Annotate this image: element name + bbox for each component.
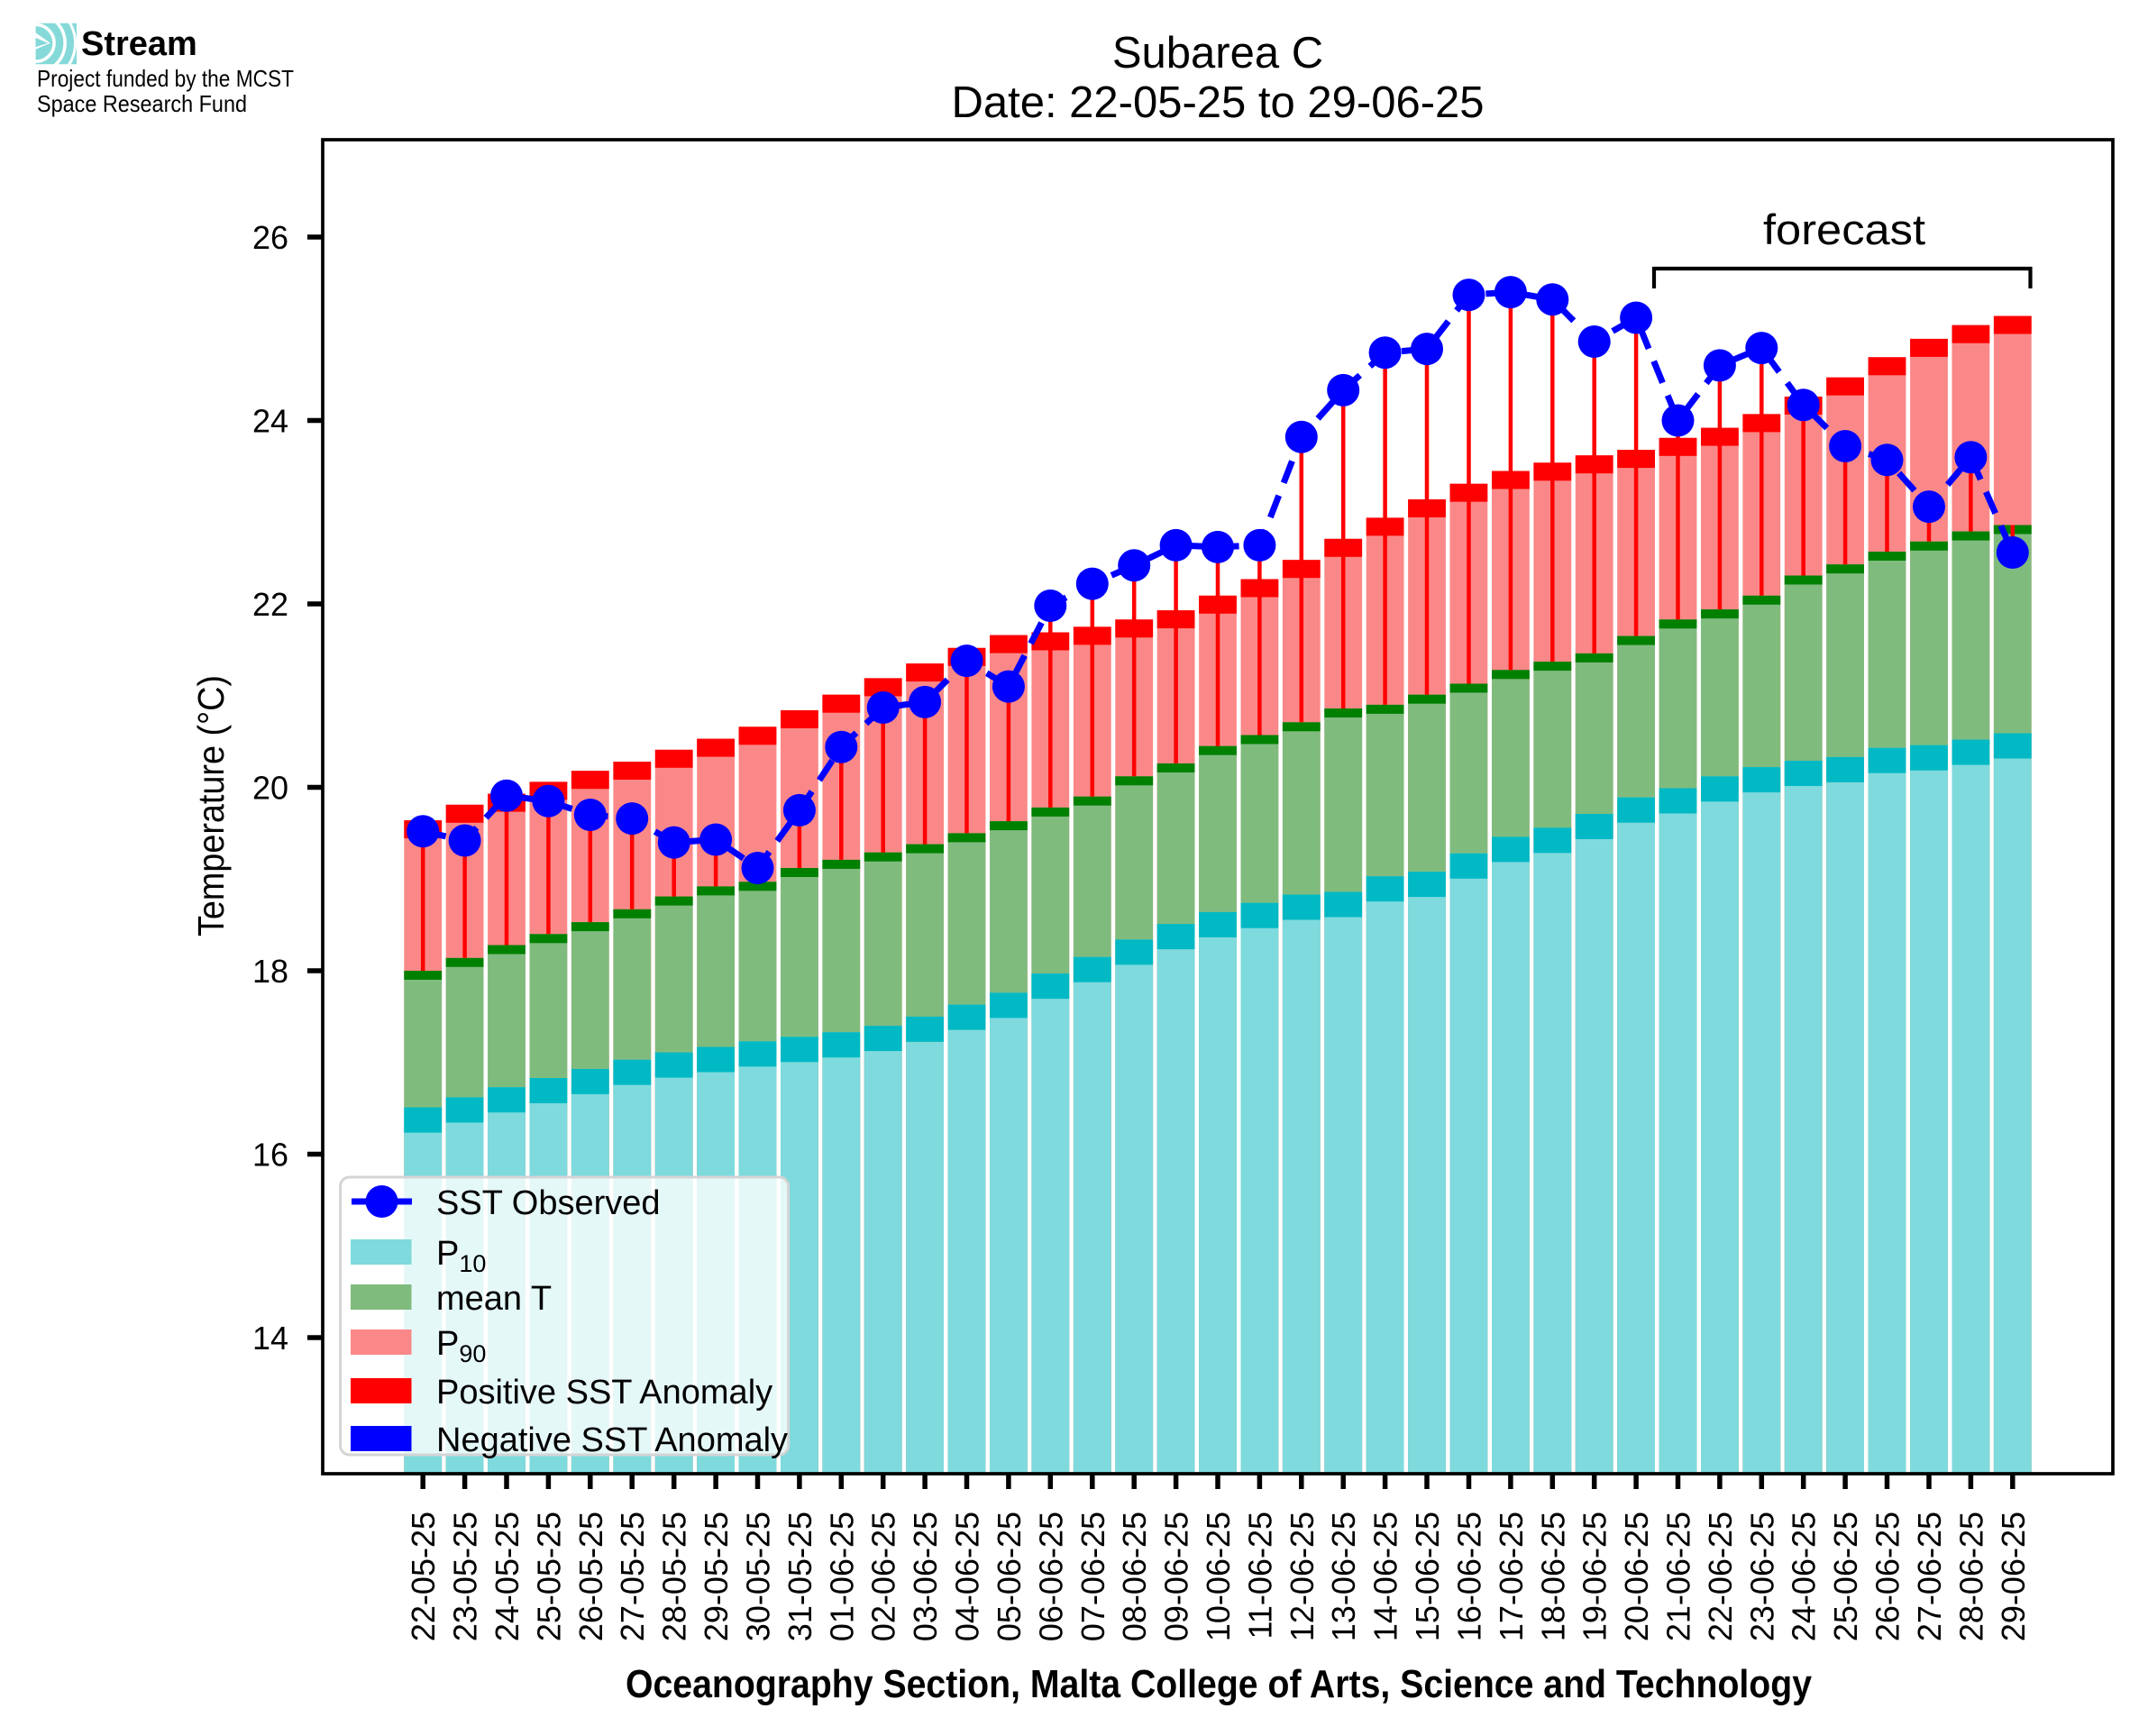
- svg-text:26-05-25: 26-05-25: [572, 1512, 609, 1641]
- svg-text:10-06-25: 10-06-25: [1200, 1512, 1237, 1641]
- svg-text:20: 20: [252, 770, 288, 807]
- svg-text:P90: P90: [436, 1325, 486, 1367]
- svg-text:Temperature (°C): Temperature (°C): [190, 675, 232, 937]
- svg-text:28-06-25: 28-06-25: [1952, 1512, 1989, 1641]
- svg-text:23-06-25: 23-06-25: [1743, 1512, 1780, 1641]
- svg-text:06-06-25: 06-06-25: [1032, 1512, 1069, 1641]
- svg-text:14-06-25: 14-06-25: [1367, 1512, 1404, 1641]
- svg-text:24-06-25: 24-06-25: [1786, 1512, 1823, 1641]
- svg-text:27-06-25: 27-06-25: [1911, 1512, 1948, 1641]
- svg-text:22-05-25: 22-05-25: [405, 1512, 442, 1641]
- svg-text:12-06-25: 12-06-25: [1284, 1512, 1321, 1641]
- svg-text:14: 14: [252, 1320, 288, 1357]
- svg-text:Date: 22-05-25 to 29-06-25: Date: 22-05-25 to 29-06-25: [951, 78, 1484, 127]
- svg-text:forecast: forecast: [1763, 206, 1925, 253]
- svg-text:Negative SST Anomaly: Negative SST Anomaly: [436, 1421, 788, 1459]
- svg-text:17-06-25: 17-06-25: [1493, 1512, 1530, 1641]
- svg-text:24-05-25: 24-05-25: [489, 1512, 526, 1641]
- svg-text:28-05-25: 28-05-25: [656, 1512, 693, 1641]
- svg-text:P10: P10: [436, 1235, 486, 1277]
- svg-text:24: 24: [252, 403, 288, 440]
- svg-text:13-06-25: 13-06-25: [1325, 1512, 1362, 1641]
- svg-text:18: 18: [252, 953, 288, 990]
- svg-text:Stream: Stream: [81, 25, 197, 63]
- svg-text:31-05-25: 31-05-25: [782, 1512, 818, 1641]
- svg-text:04-06-25: 04-06-25: [949, 1512, 986, 1641]
- svg-text:Space Research Fund: Space Research Fund: [37, 90, 247, 117]
- svg-text:SST Observed: SST Observed: [436, 1184, 661, 1222]
- svg-text:29-05-25: 29-05-25: [698, 1512, 735, 1641]
- svg-text:05-06-25: 05-06-25: [991, 1512, 1028, 1641]
- svg-text:Subarea C: Subarea C: [1112, 29, 1323, 78]
- svg-text:16: 16: [252, 1137, 288, 1174]
- svg-text:Oceanography Section, Malta Co: Oceanography Section, Malta College of A…: [626, 1662, 1812, 1706]
- svg-text:19-06-25: 19-06-25: [1577, 1512, 1613, 1641]
- svg-text:03-06-25: 03-06-25: [907, 1512, 944, 1641]
- svg-text:20-06-25: 20-06-25: [1618, 1512, 1655, 1641]
- svg-text:25-06-25: 25-06-25: [1827, 1512, 1864, 1641]
- svg-text:01-06-25: 01-06-25: [823, 1512, 860, 1641]
- svg-text:22: 22: [252, 586, 288, 623]
- svg-text:15-06-25: 15-06-25: [1409, 1512, 1446, 1641]
- svg-text:27-05-25: 27-05-25: [614, 1512, 651, 1641]
- svg-text:23-05-25: 23-05-25: [447, 1512, 484, 1641]
- svg-text:22-06-25: 22-06-25: [1702, 1512, 1739, 1641]
- svg-text:07-06-25: 07-06-25: [1074, 1512, 1111, 1641]
- svg-text:Positive SST Anomaly: Positive SST Anomaly: [436, 1374, 772, 1412]
- svg-text:25-05-25: 25-05-25: [530, 1512, 567, 1641]
- svg-text:Project funded by the MCST: Project funded by the MCST: [37, 65, 294, 92]
- svg-text:16-06-25: 16-06-25: [1451, 1512, 1488, 1641]
- svg-text:21-06-25: 21-06-25: [1660, 1512, 1697, 1641]
- svg-text:09-06-25: 09-06-25: [1158, 1512, 1195, 1641]
- svg-text:26-06-25: 26-06-25: [1869, 1512, 1906, 1641]
- svg-text:18-06-25: 18-06-25: [1534, 1512, 1571, 1641]
- svg-text:26: 26: [252, 219, 288, 256]
- svg-text:30-05-25: 30-05-25: [740, 1512, 777, 1641]
- svg-text:29-06-25: 29-06-25: [1995, 1512, 2032, 1641]
- svg-text:11-06-25: 11-06-25: [1241, 1512, 1278, 1639]
- svg-text:mean T: mean T: [436, 1280, 552, 1318]
- svg-text:08-06-25: 08-06-25: [1116, 1512, 1153, 1641]
- svg-text:02-06-25: 02-06-25: [865, 1512, 902, 1641]
